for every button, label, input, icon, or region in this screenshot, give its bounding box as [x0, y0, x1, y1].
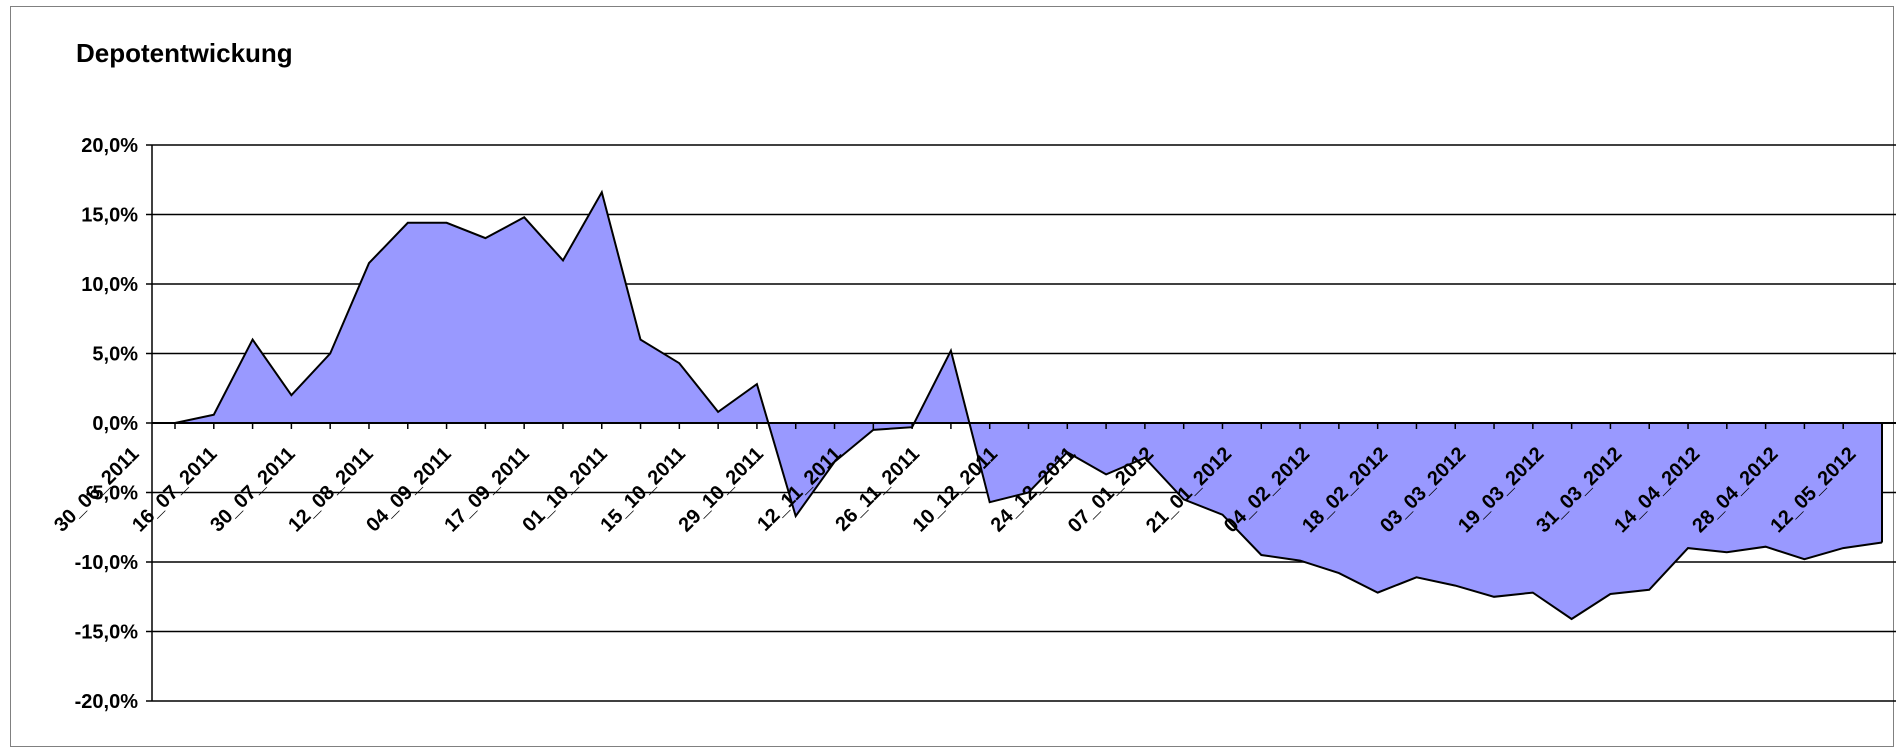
- series-line: [174, 189, 1883, 621]
- y-tick-label: -20,0%: [75, 691, 139, 713]
- y-tick-label: -5,0%: [86, 483, 138, 505]
- y-tick-labels: 20,0% 15,0% 10,0% 5,0% 0,0% -5,0% -10,0% -15,0%…: [75, 135, 139, 713]
- axes: [146, 144, 1896, 702]
- y-tick-label: 5,0%: [92, 344, 138, 366]
- x-tick-label: 29_10_2011: [674, 443, 767, 536]
- y-tick-label: 20,0%: [81, 135, 138, 157]
- y-tick-label: 10,0%: [81, 274, 138, 296]
- y-tick-label: 0,0%: [92, 413, 138, 435]
- y-tick-label: -15,0%: [75, 622, 139, 644]
- chart-title: Depotentwickung: [76, 38, 293, 68]
- series-area: [174, 189, 1883, 621]
- y-tick-label: 15,0%: [81, 205, 138, 227]
- area-fill: [175, 192, 1882, 620]
- y-tick-label: -10,0%: [75, 552, 139, 574]
